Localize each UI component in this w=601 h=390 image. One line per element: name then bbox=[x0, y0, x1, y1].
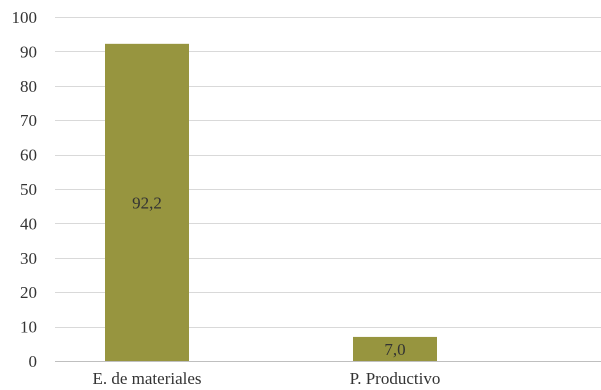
bar-1 bbox=[353, 336, 437, 361]
bar-0 bbox=[105, 43, 189, 361]
y-tick-label-80: 80 bbox=[20, 77, 37, 96]
data-labels: 92,27,00,8 bbox=[132, 193, 406, 359]
y-axis-tick-labels: 0 10 20 30 40 50 60 70 80 90 100 bbox=[12, 8, 38, 371]
y-tick-label-20: 20 bbox=[20, 283, 37, 302]
y-tick-label-30: 30 bbox=[20, 249, 37, 268]
data-label-1: 7,0 bbox=[384, 340, 405, 359]
y-tick-label-90: 90 bbox=[20, 42, 37, 61]
y-tick-label-50: 50 bbox=[20, 180, 37, 199]
y-tick-label-40: 40 bbox=[20, 214, 37, 233]
y-tick-label-10: 10 bbox=[20, 318, 37, 337]
y-tick-label-100: 100 bbox=[12, 8, 38, 27]
bars bbox=[105, 43, 437, 361]
data-label-0: 92,2 bbox=[132, 193, 162, 212]
category-label-0: E. de materiales bbox=[92, 369, 201, 388]
y-tick-label-60: 60 bbox=[20, 146, 37, 165]
y-tick-label-70: 70 bbox=[20, 111, 37, 130]
category-label-1: P. Productivo bbox=[350, 369, 441, 388]
y-tick-label-0: 0 bbox=[29, 352, 38, 371]
